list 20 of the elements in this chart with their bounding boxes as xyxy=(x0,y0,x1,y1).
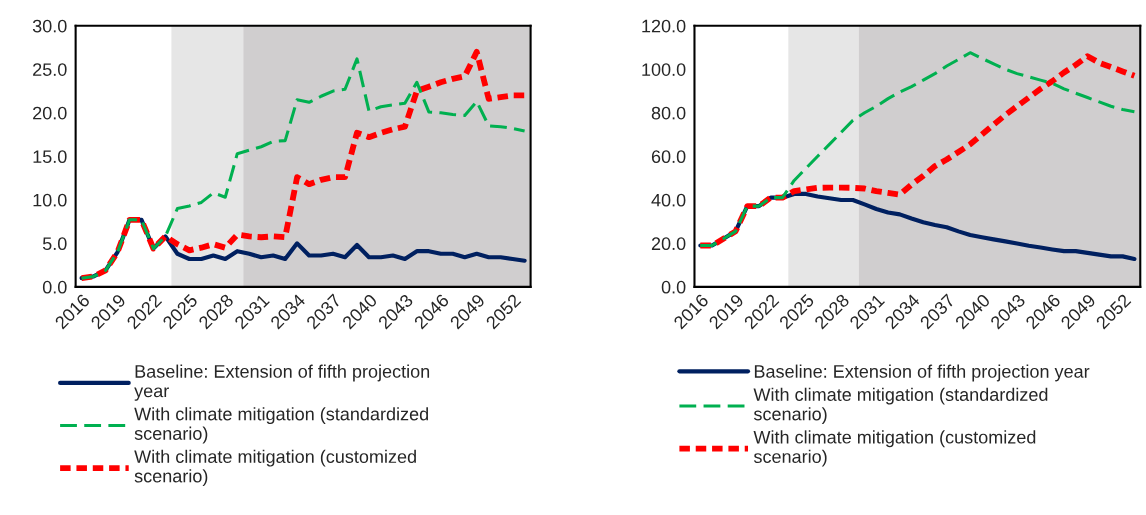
y-tick-label: 0.0 xyxy=(42,280,67,294)
y-tick-label: 5.0 xyxy=(42,237,67,251)
y-tick-label: 0.0 xyxy=(661,280,686,294)
y-tick-label: 80.0 xyxy=(651,106,686,120)
legend-label: Baseline: Extension of fifth projection year xyxy=(134,364,430,401)
y-tick-label: 120.0 xyxy=(642,19,686,33)
legend-label: Baseline: Extension of fifth projection year xyxy=(754,364,1090,382)
y-tick-label: 20.0 xyxy=(651,237,686,251)
y-tick-label: 15.0 xyxy=(33,150,67,164)
y-tick-label: 60.0 xyxy=(651,150,686,164)
y-tick-label: 20.0 xyxy=(33,106,67,120)
legend-label: With climate mitigation (standardized scenario) xyxy=(753,387,1048,424)
y-tick-label: 25.0 xyxy=(33,63,67,76)
legend-label: With climate mitigation (customized scenario) xyxy=(753,430,1036,467)
y-tick-label: 10.0 xyxy=(33,193,67,207)
legend-label: With climate mitigation (standardized scenario) xyxy=(134,407,428,444)
y-tick-label: 30.0 xyxy=(32,19,67,33)
y-tick-label: 100.0 xyxy=(642,63,686,76)
legend-label: With climate mitigation (customized scenario) xyxy=(134,449,416,487)
y-tick-label: 40.0 xyxy=(651,193,686,207)
